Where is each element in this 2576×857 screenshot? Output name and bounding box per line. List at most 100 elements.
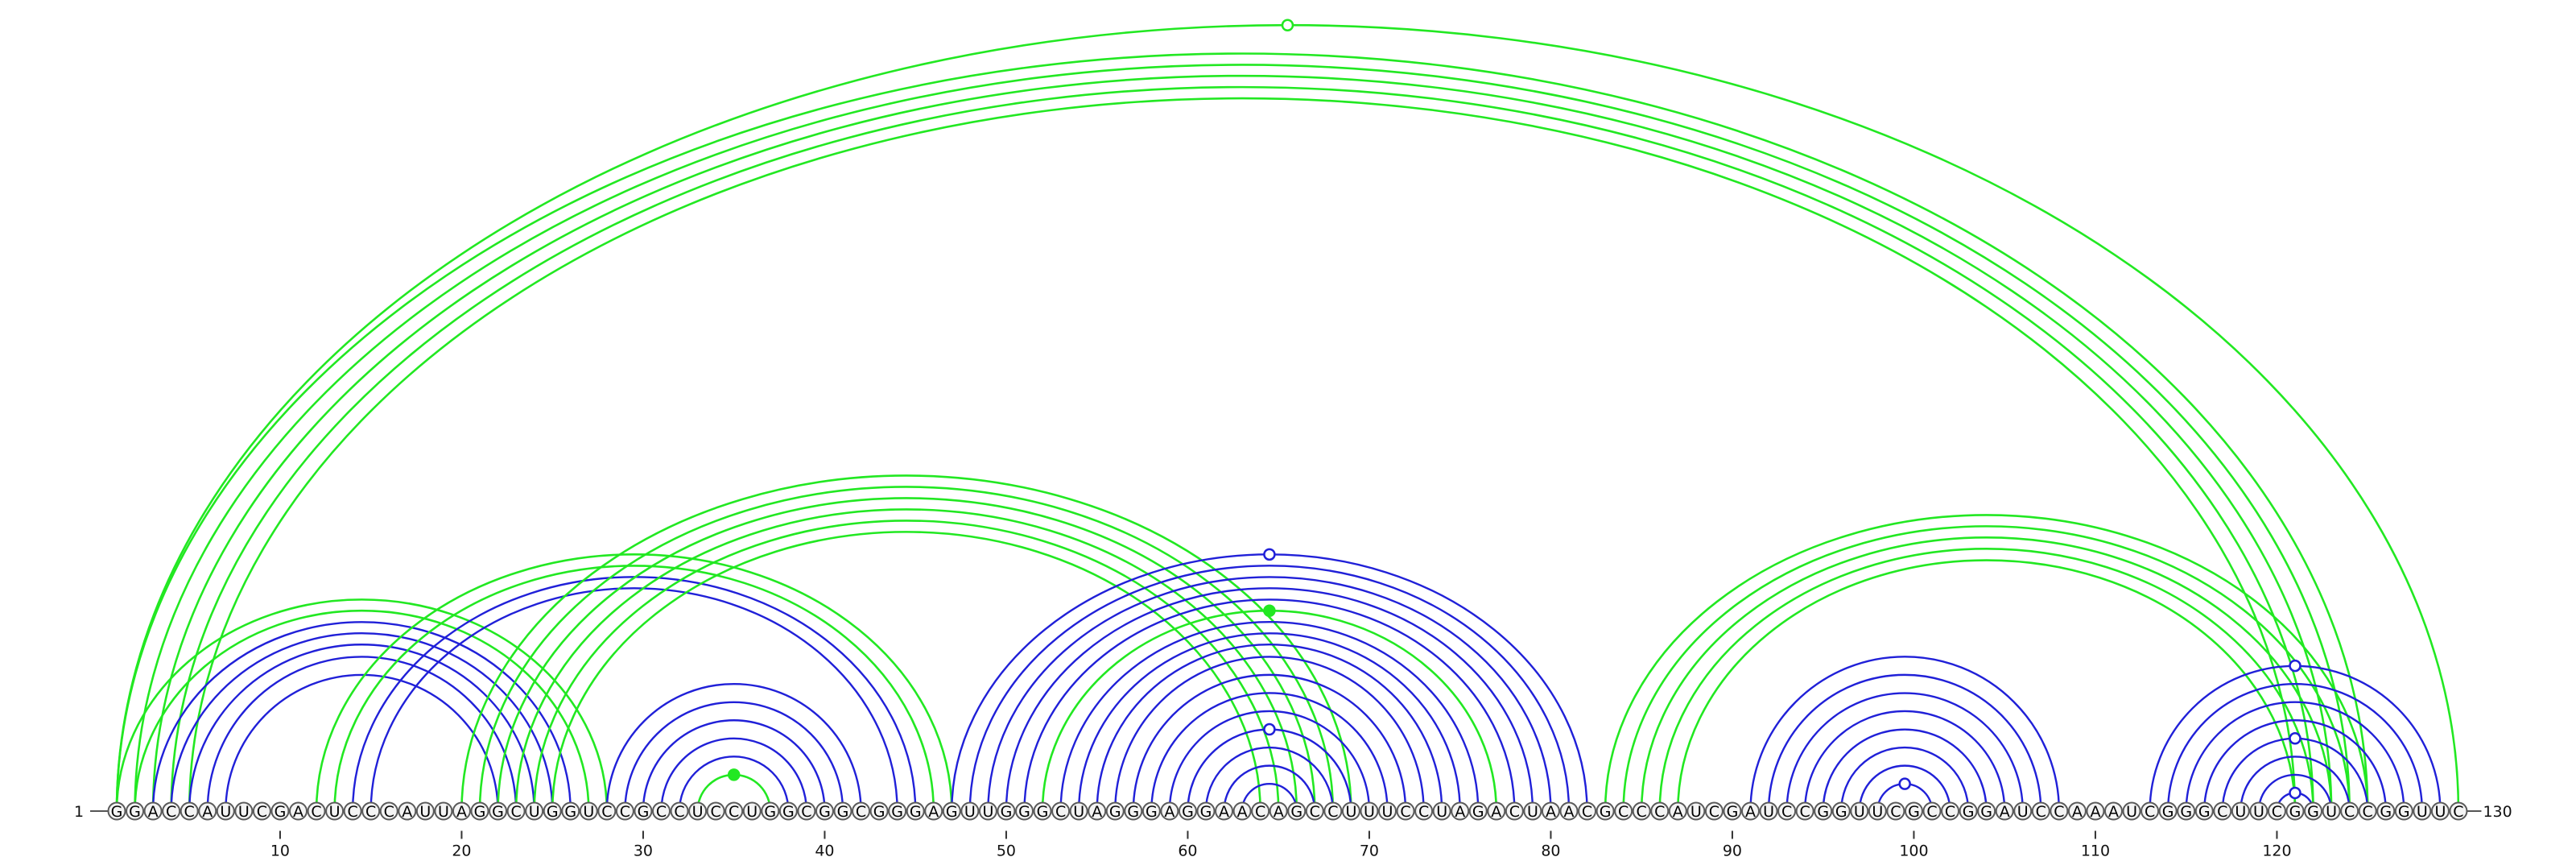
- nucleotide: U: [415, 801, 435, 821]
- nucleotide-circle: [778, 801, 798, 821]
- nucleotide: U: [2322, 801, 2341, 821]
- nucleotide-letter: A: [202, 803, 213, 821]
- position-label: 120: [2262, 843, 2291, 857]
- nucleotide: U: [1378, 801, 1397, 821]
- nucleotide-circle: [2122, 801, 2141, 821]
- nucleotide-circle: [2158, 801, 2178, 821]
- nucleotide-circle: [1959, 801, 1978, 821]
- nucleotide-circle: [1723, 801, 1742, 821]
- nucleotide-circle: [2050, 801, 2069, 821]
- nucleotide-circle: [1251, 801, 1270, 821]
- nucleotide: G: [1196, 801, 1216, 821]
- nucleotide-circle: [960, 801, 980, 821]
- nucleotide-circle: [1215, 801, 1234, 821]
- nucleotide: G: [2304, 801, 2323, 821]
- arc-marker: [1281, 19, 1294, 31]
- base-pair-arc: [1822, 728, 1988, 812]
- nucleotide-circle: [2177, 801, 2196, 821]
- nucleotide-circle: [198, 801, 217, 821]
- nucleotide: G: [2194, 801, 2214, 821]
- nucleotide-circle: [652, 801, 671, 821]
- nucleotide-letter: A: [1673, 803, 1683, 821]
- base-pair-arc: [170, 85, 2314, 812]
- nucleotide-circle: [706, 801, 725, 821]
- nucleotide-circle: [1922, 801, 1942, 821]
- nucleotide: C: [615, 801, 634, 821]
- nucleotide: C: [379, 801, 398, 821]
- nucleotide-circle: [1559, 801, 1579, 821]
- nucleotide-letter: G: [2180, 803, 2192, 821]
- base-pair-arc: [2203, 719, 2387, 812]
- nucleotide: C: [1922, 801, 1942, 821]
- nucleotide-letter: C: [1055, 803, 1066, 821]
- base-pair-arc: [1677, 559, 2297, 812]
- arc-marker: [1263, 604, 1276, 617]
- nucleotide-circle: [361, 801, 381, 821]
- nucleotide-letter: C: [2217, 803, 2227, 821]
- nucleotide-letter: C: [1400, 803, 1410, 821]
- nucleotide-circle: [924, 801, 943, 821]
- nucleotide: U: [434, 801, 453, 821]
- nucleotide-circle: [579, 801, 598, 821]
- nucleotide-circle: [2013, 801, 2033, 821]
- nucleotide-circle: [1124, 801, 1143, 821]
- nucleotide-circle: [1977, 801, 1996, 821]
- nucleotide-letter: U: [2017, 803, 2029, 821]
- nucleotide-circle: [489, 801, 508, 821]
- nucleotide-letter: U: [1364, 803, 1375, 821]
- nucleotide-letter: G: [1037, 803, 1049, 821]
- nucleotide: G: [1287, 801, 1307, 821]
- nucleotide: U: [2413, 801, 2432, 821]
- nucleotide-circle: [270, 801, 290, 821]
- nucleotide-letter: G: [910, 803, 922, 821]
- nucleotide: G: [1904, 801, 1923, 821]
- nucleotide: A: [1487, 801, 1506, 821]
- base-pair-arc: [1114, 656, 1425, 812]
- nucleotide-circle: [1323, 801, 1343, 821]
- nucleotide-circle: [452, 801, 471, 821]
- nucleotide: A: [1451, 801, 1470, 821]
- nucleotide-letter: U: [1690, 803, 1702, 821]
- nucleotide-circle: [1196, 801, 1216, 821]
- base-pair-arc: [1767, 673, 2042, 812]
- nucleotide-letter: G: [819, 803, 831, 821]
- nucleotide: C: [1614, 801, 1633, 821]
- base-pair-arc: [151, 621, 572, 812]
- nucleotide: A: [1269, 801, 1288, 821]
- nucleotide-circle: [1160, 801, 1179, 821]
- nucleotide-letter: U: [2253, 803, 2264, 821]
- base-pair-arc: [1096, 643, 1443, 812]
- nucleotide-letter: G: [1472, 803, 1484, 821]
- nucleotide-letter: A: [928, 803, 939, 821]
- nucleotide: C: [1505, 801, 1524, 821]
- nucleotide-letter: A: [2090, 803, 2100, 821]
- base-pair-arc: [551, 531, 1261, 812]
- nucleotide: A: [2104, 801, 2123, 821]
- nucleotide: G: [126, 801, 145, 821]
- base-pair-arc: [1640, 536, 2333, 812]
- nucleotide-circle: [2231, 801, 2250, 821]
- nucleotide-circle: [1396, 801, 1415, 821]
- nucleotide-circle: [1287, 801, 1307, 821]
- nucleotide-letter: G: [275, 803, 287, 821]
- nucleotide-circle: [1995, 801, 2014, 821]
- nucleotide: C: [1886, 801, 1905, 821]
- nucleotide: U: [1686, 801, 1706, 821]
- base-pair-arc: [1187, 728, 1352, 812]
- arc-marker: [2289, 732, 2301, 745]
- nucleotide-letter: C: [1327, 803, 1338, 821]
- nucleotide-letter: G: [1817, 803, 1829, 821]
- base-pair-arc: [1023, 598, 1516, 812]
- nucleotide-circle: [216, 801, 235, 821]
- nucleotide-circle: [252, 801, 271, 821]
- nucleotide-circle: [415, 801, 435, 821]
- base-pair-arc: [605, 682, 862, 812]
- nucleotide-circle: [1341, 801, 1360, 821]
- position-label: 110: [2081, 843, 2110, 857]
- nucleotide-letter: A: [1546, 803, 1556, 821]
- base-pair-arc: [968, 565, 1571, 812]
- nucleotide-circle: [1141, 801, 1161, 821]
- nucleotide-letter: G: [1727, 803, 1739, 821]
- base-pair-arc: [151, 74, 2333, 812]
- nucleotide-circle: [307, 801, 326, 821]
